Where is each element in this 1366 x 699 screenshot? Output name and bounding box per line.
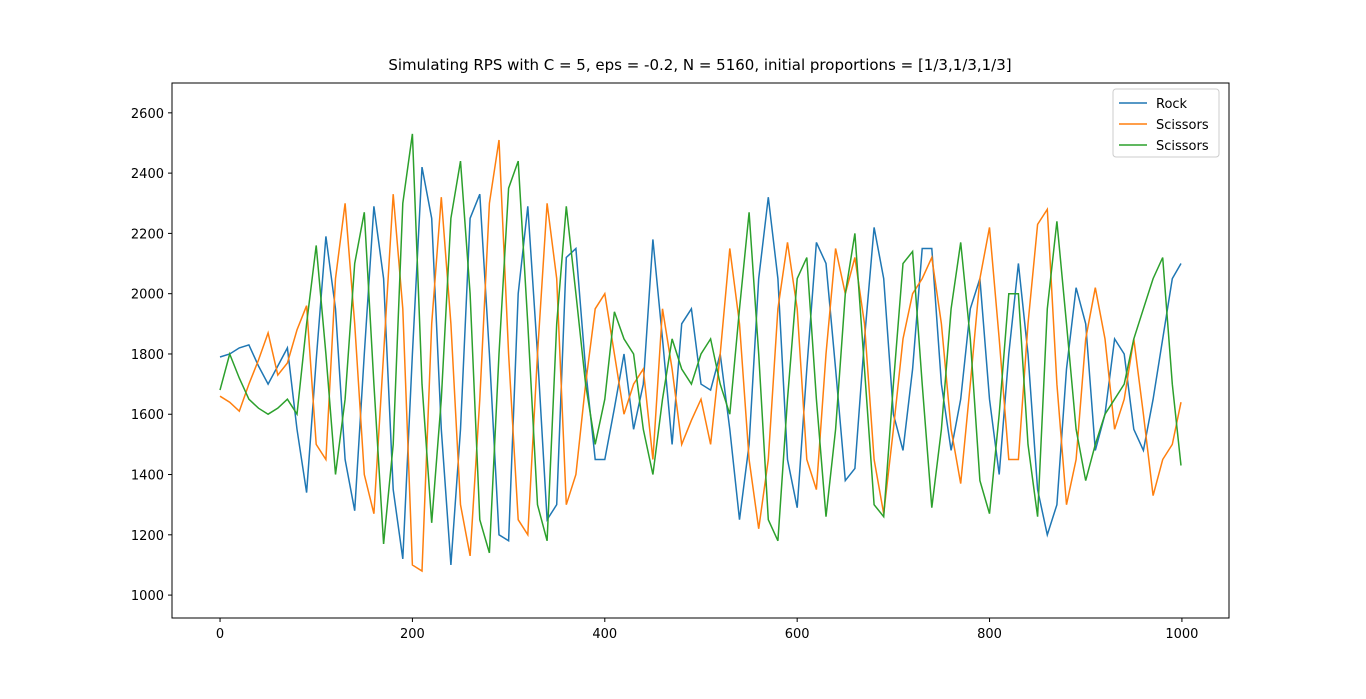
y-tick-label: 2200 bbox=[131, 227, 164, 242]
y-tick-label: 2600 bbox=[131, 107, 164, 122]
y-tick-label: 2000 bbox=[131, 288, 164, 303]
legend-label: Rock bbox=[1156, 97, 1188, 112]
y-tick-label: 1000 bbox=[131, 589, 164, 604]
chart-title: Simulating RPS with C = 5, eps = -0.2, N… bbox=[388, 56, 1011, 74]
x-tick-label: 200 bbox=[400, 627, 425, 642]
y-tick-label: 1600 bbox=[131, 408, 164, 423]
x-tick-label: 800 bbox=[977, 627, 1002, 642]
y-tick-label: 1800 bbox=[131, 348, 164, 363]
x-tick-label: 600 bbox=[785, 627, 810, 642]
y-tick-label: 1400 bbox=[131, 469, 164, 484]
x-tick-label: 1000 bbox=[1165, 627, 1198, 642]
line-series bbox=[219, 166, 1182, 566]
axes-frame bbox=[171, 82, 1230, 619]
x-tick-label: 0 bbox=[216, 627, 224, 642]
legend-label: Scissors bbox=[1156, 139, 1209, 154]
legend-box bbox=[1112, 88, 1220, 158]
y-tick-label: 2400 bbox=[131, 167, 164, 182]
legend-label: Scissors bbox=[1156, 118, 1209, 133]
x-tick-label: 400 bbox=[592, 627, 617, 642]
line-series bbox=[219, 139, 1182, 573]
line-series bbox=[219, 133, 1182, 554]
y-tick-label: 1200 bbox=[131, 529, 164, 544]
